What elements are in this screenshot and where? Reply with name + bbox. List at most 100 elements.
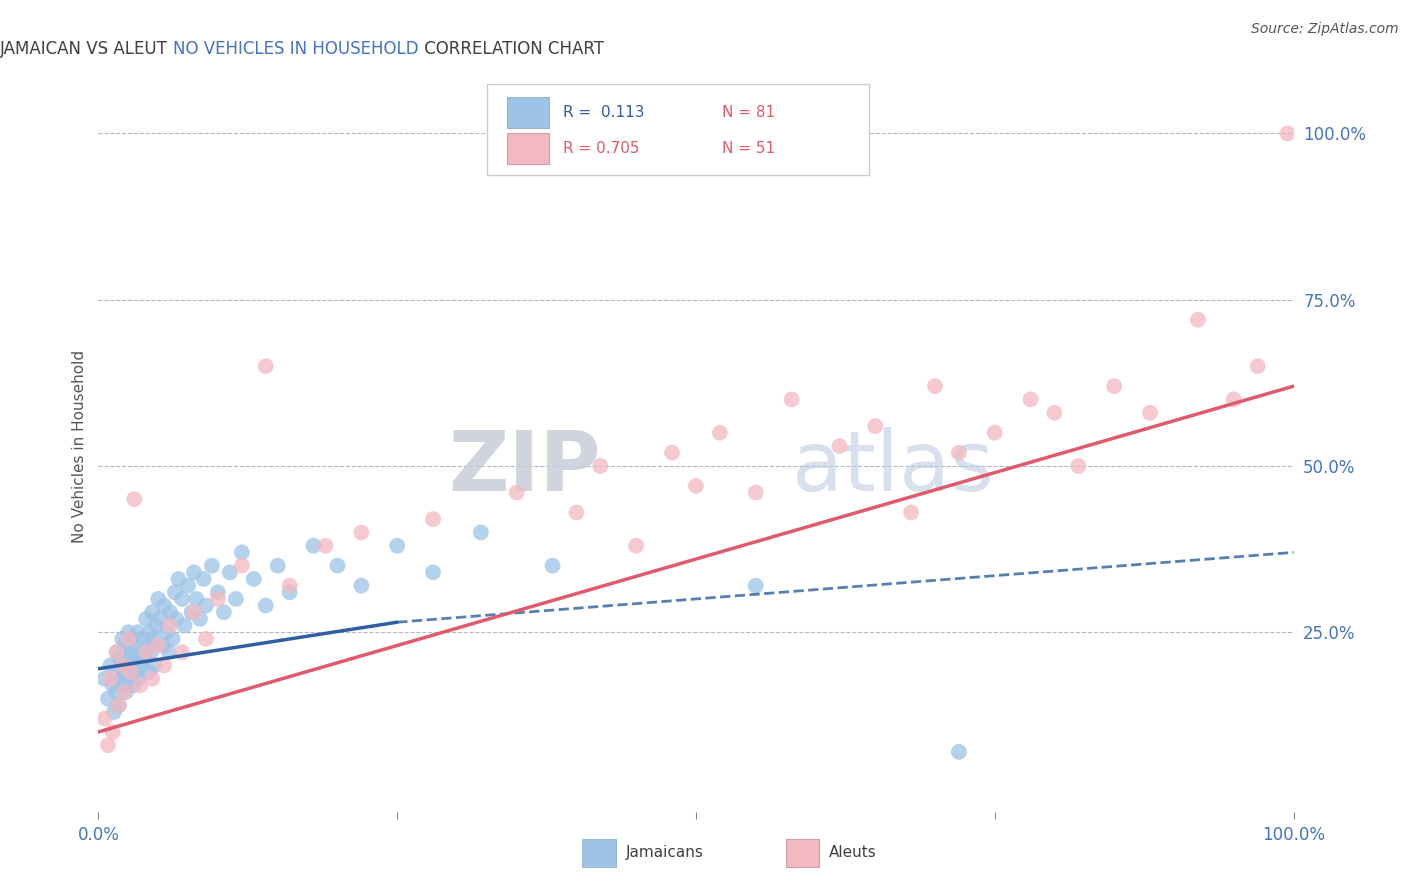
Point	[350, 525, 373, 540]
Point	[132, 652, 155, 666]
Point	[163, 585, 186, 599]
Text: NO VEHICLES IN HOUSEHOLD: NO VEHICLES IN HOUSEHOLD	[173, 40, 419, 58]
Point	[114, 685, 136, 699]
Point	[188, 612, 211, 626]
FancyBboxPatch shape	[508, 133, 548, 163]
FancyBboxPatch shape	[582, 838, 616, 867]
Point	[135, 612, 157, 626]
Point	[121, 658, 143, 673]
Point	[541, 558, 564, 573]
Point	[93, 712, 115, 726]
Point	[1247, 359, 1270, 374]
Point	[278, 585, 301, 599]
FancyBboxPatch shape	[486, 84, 869, 176]
FancyBboxPatch shape	[786, 838, 820, 867]
Text: atlas: atlas	[792, 427, 993, 508]
Point	[278, 579, 301, 593]
Point	[148, 591, 170, 606]
Point	[114, 639, 136, 653]
Point	[422, 566, 444, 580]
Point	[125, 652, 148, 666]
Point	[141, 672, 163, 686]
Point	[231, 558, 253, 573]
Point	[900, 506, 922, 520]
Point	[129, 678, 152, 692]
Point	[143, 658, 166, 673]
Point	[162, 632, 184, 646]
Point	[385, 539, 409, 553]
Point	[212, 605, 235, 619]
Point	[350, 579, 373, 593]
Point	[948, 745, 970, 759]
Text: R =  0.113: R = 0.113	[564, 105, 645, 120]
Point	[183, 605, 205, 619]
Point	[114, 665, 136, 679]
Point	[225, 591, 247, 606]
Point	[193, 572, 215, 586]
Point	[1223, 392, 1246, 407]
Point	[180, 605, 202, 619]
Point	[97, 691, 120, 706]
Point	[243, 572, 266, 586]
Point	[142, 632, 165, 646]
Point	[984, 425, 1007, 440]
Point	[120, 665, 142, 679]
Point	[254, 599, 277, 613]
Text: N = 81: N = 81	[723, 105, 775, 120]
Point	[195, 632, 218, 646]
Point	[117, 652, 139, 666]
Point	[159, 605, 181, 619]
Point	[828, 439, 851, 453]
Point	[107, 698, 129, 713]
Point	[231, 545, 253, 559]
Point	[131, 658, 153, 673]
Text: R = 0.705: R = 0.705	[564, 141, 640, 156]
Point	[167, 572, 190, 586]
Point	[315, 539, 337, 553]
Point	[111, 632, 134, 646]
Point	[101, 725, 124, 739]
Point	[155, 625, 177, 640]
Point	[589, 458, 612, 473]
Point	[115, 685, 138, 699]
Point	[115, 645, 138, 659]
Point	[865, 419, 887, 434]
Point	[97, 738, 120, 752]
Text: ZIP: ZIP	[449, 427, 600, 508]
Point	[165, 612, 187, 626]
Point	[207, 591, 229, 606]
Point	[153, 599, 176, 613]
Point	[110, 672, 132, 686]
Point	[103, 705, 125, 719]
Point	[745, 579, 768, 593]
Point	[129, 645, 152, 659]
Point	[254, 359, 277, 374]
Point	[124, 639, 146, 653]
Point	[924, 379, 946, 393]
Point	[124, 665, 146, 679]
Point	[139, 645, 162, 659]
Point	[138, 665, 160, 679]
Point	[120, 632, 142, 646]
Text: CORRELATION CHART: CORRELATION CHART	[419, 40, 603, 58]
Point	[131, 632, 153, 646]
Point	[136, 639, 159, 653]
Y-axis label: No Vehicles in Household: No Vehicles in Household	[72, 350, 87, 542]
Point	[111, 658, 134, 673]
Point	[1104, 379, 1126, 393]
Point	[422, 512, 444, 526]
Point	[186, 591, 208, 606]
Point	[172, 645, 194, 659]
Point	[626, 539, 648, 553]
Point	[267, 558, 290, 573]
Point	[470, 525, 492, 540]
Point	[685, 479, 707, 493]
Text: N = 51: N = 51	[723, 141, 775, 156]
Point	[118, 672, 141, 686]
Point	[111, 658, 134, 673]
Point	[105, 665, 128, 679]
Point	[135, 645, 157, 659]
Point	[159, 618, 181, 632]
Text: Jamaicans: Jamaicans	[626, 846, 703, 860]
Point	[172, 591, 194, 606]
